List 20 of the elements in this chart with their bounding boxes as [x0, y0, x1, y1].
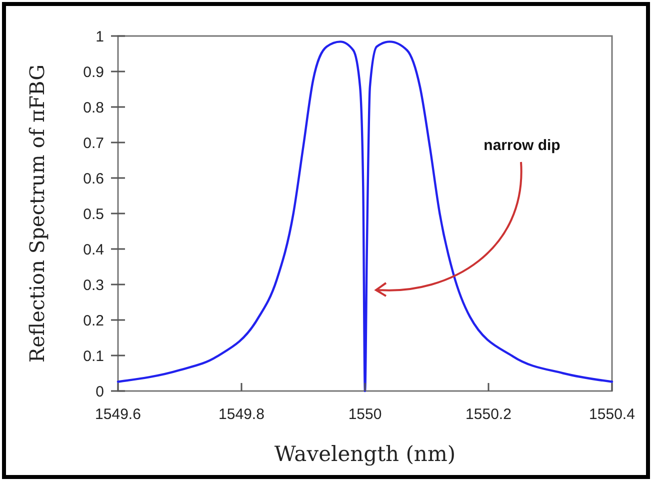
y-tick-label: 0.8	[83, 99, 104, 116]
y-tick-label: 0.4	[83, 241, 104, 258]
x-tick-label: 1550.2	[466, 406, 512, 423]
y-tick-label: 0.5	[83, 206, 104, 223]
y-tick-label: 0.6	[83, 170, 104, 188]
y-tick-label: 0.1	[83, 348, 104, 365]
line-series	[116, 40, 614, 392]
y-tick-label: 1	[96, 28, 104, 46]
x-tick-label: 1550.4	[589, 406, 635, 423]
x-tick-label: 1549.6	[95, 406, 141, 423]
y-tick-label: 0.9	[83, 64, 104, 81]
y-tick-label: 0.7	[83, 134, 104, 152]
y-axis-title: Reflection Spectrum of πFBG	[25, 64, 49, 363]
y-tick-label: 0	[96, 383, 104, 400]
y-tick-label: 0.2	[83, 312, 104, 330]
x-tick-label: 1550	[348, 406, 382, 423]
annotation: narrow dip	[484, 137, 560, 154]
x-axis-title: Wavelength (nm)	[274, 442, 456, 466]
y-tick-label: 0.3	[83, 276, 104, 294]
x-tick-label: 1549.8	[218, 406, 264, 423]
